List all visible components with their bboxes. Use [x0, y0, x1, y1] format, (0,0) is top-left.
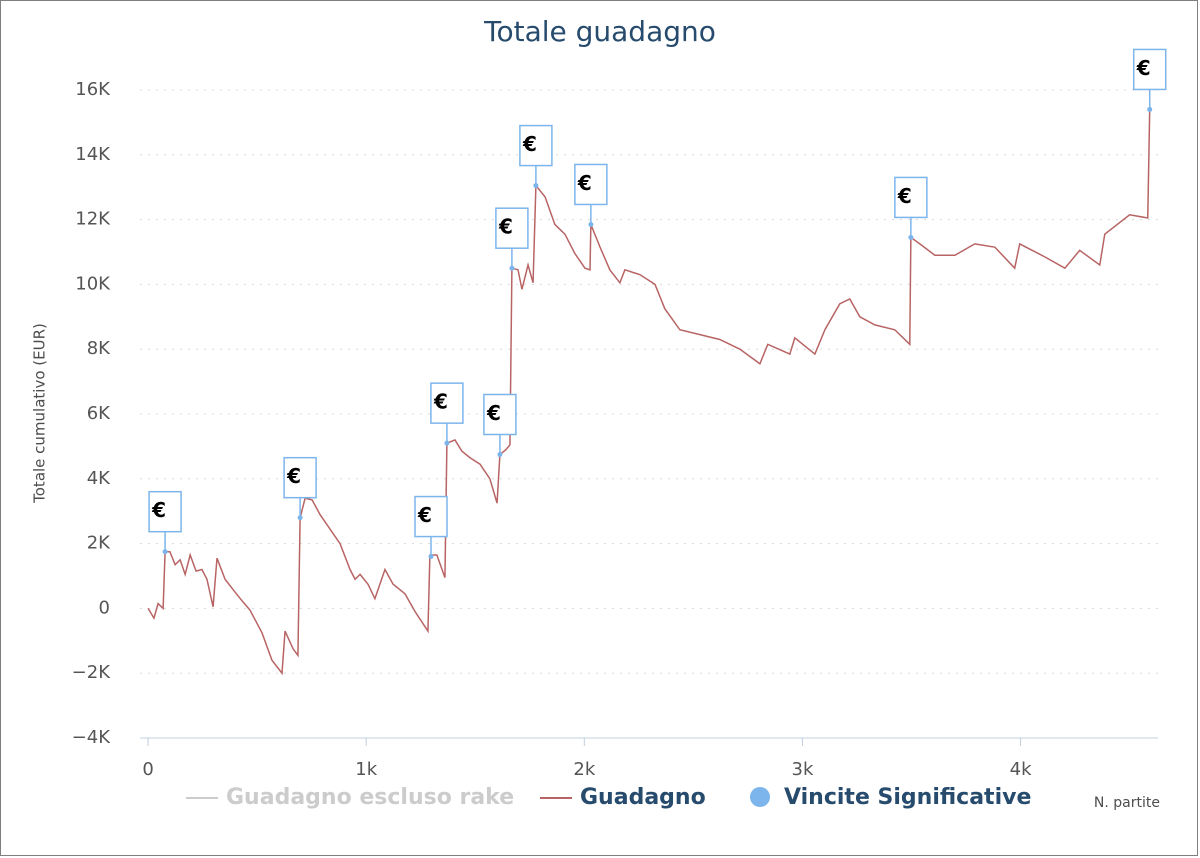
point: [533, 183, 539, 189]
flag-label: €: [486, 401, 501, 425]
point: [162, 549, 168, 555]
x-tick-label: 0: [142, 759, 153, 780]
y-tick-label: 12K: [75, 209, 111, 230]
y-tick-label: 16K: [75, 79, 111, 100]
flag-box: [574, 163, 608, 206]
y-tick-label: 8K: [87, 338, 111, 359]
y-tick-label: 14K: [75, 144, 111, 165]
point: [428, 554, 434, 560]
flag: €: [148, 490, 182, 555]
flag: €: [414, 495, 448, 560]
line-series: [147, 109, 1151, 676]
flag-label: €: [522, 132, 537, 156]
y-tick-label: 6K: [87, 403, 111, 424]
flag-label: €: [286, 464, 301, 488]
point: [297, 515, 303, 521]
legend-symbol: [750, 787, 770, 807]
flag-box: [148, 490, 182, 533]
point: [497, 452, 503, 457]
y-tick-label: 2K: [87, 533, 111, 554]
legend-label: Vincite Significative: [784, 785, 1031, 810]
flag-box: [894, 176, 928, 219]
flag: €: [519, 124, 553, 189]
flag: €: [574, 163, 608, 227]
point: [908, 234, 914, 240]
flag-box: [283, 456, 317, 499]
flag-box: [1132, 48, 1167, 91]
flag-label: €: [433, 390, 448, 414]
y-tick-label: 0: [99, 597, 110, 618]
flag: €: [483, 393, 517, 457]
flag-label: €: [577, 171, 592, 195]
x-axis-label: N. partite: [1094, 795, 1160, 811]
x-tick-label: 4k: [1010, 759, 1032, 780]
x-tick-label: 3k: [792, 759, 814, 780]
x-tick-label: 2k: [573, 759, 595, 780]
legend-label: Guadagno escluso rake: [226, 785, 514, 810]
flag-label: €: [417, 503, 432, 527]
flag: €: [1132, 48, 1167, 112]
flag-box: [495, 207, 529, 249]
y-tick-label: −4K: [72, 727, 112, 748]
flag-label: €: [151, 498, 166, 522]
x-tick-label: 1k: [355, 759, 377, 780]
flag: €: [894, 176, 928, 240]
y-tick-label: 10K: [75, 273, 111, 294]
y-tick-label: 4K: [87, 468, 111, 489]
flag: €: [430, 382, 464, 446]
flag-box: [430, 382, 464, 424]
flag-label: €: [1136, 56, 1151, 80]
flag-box: [519, 124, 553, 167]
flag-label: €: [498, 215, 513, 239]
y-axis-label: Totale cumulativo (EUR): [31, 323, 49, 504]
flag-box: [414, 495, 448, 538]
flag-box: [483, 393, 517, 436]
y-tick-label: −2K: [72, 662, 112, 683]
flag: €: [283, 456, 317, 521]
flag-label: €: [897, 184, 912, 208]
flag: €: [495, 207, 529, 271]
legend-label: Guadagno: [580, 785, 706, 810]
point: [509, 265, 515, 271]
point: [588, 221, 594, 227]
point: [1147, 106, 1153, 112]
chart-title: Totale guadagno: [483, 15, 716, 48]
point: [444, 440, 450, 446]
